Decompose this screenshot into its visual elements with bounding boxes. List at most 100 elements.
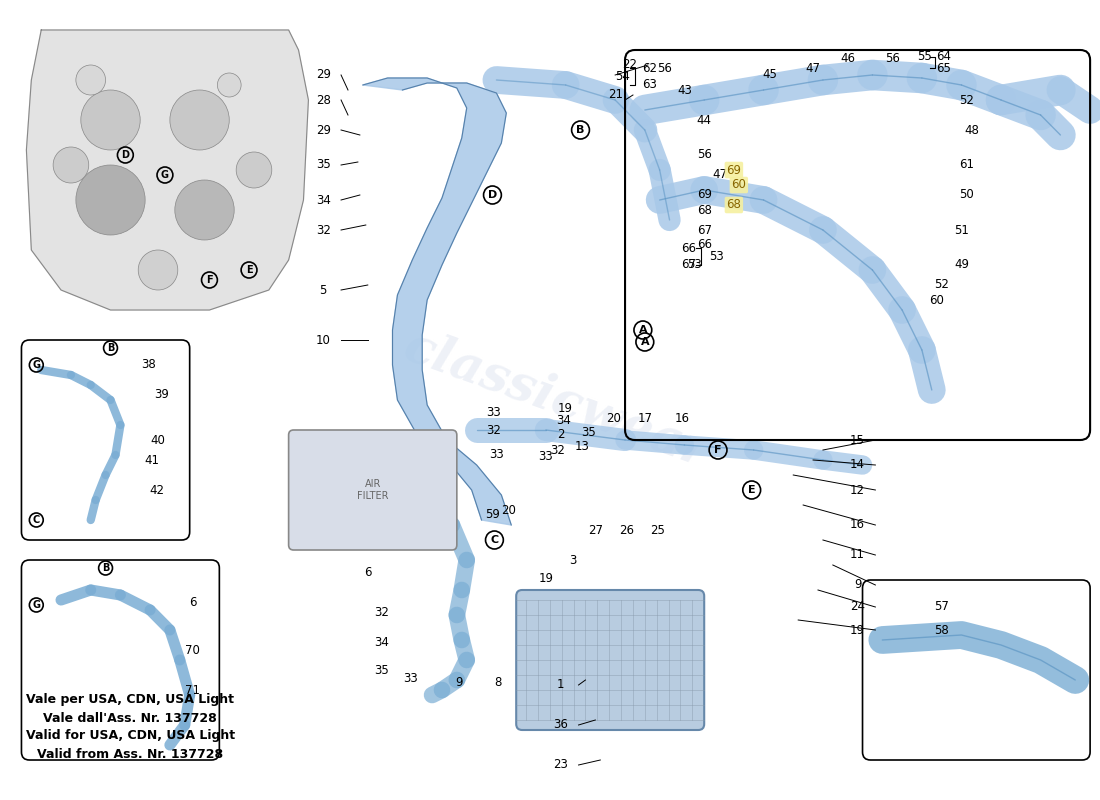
Text: 43: 43: [676, 83, 692, 97]
Text: 12: 12: [850, 483, 865, 497]
Text: Valid from Ass. Nr. 137728: Valid from Ass. Nr. 137728: [37, 747, 223, 761]
Text: AIR
FILTER: AIR FILTER: [358, 479, 388, 501]
Text: 1: 1: [557, 678, 564, 691]
FancyBboxPatch shape: [288, 430, 456, 550]
Text: 22: 22: [623, 58, 638, 71]
Text: 24: 24: [850, 601, 865, 614]
Text: 16: 16: [675, 411, 690, 425]
Text: 67: 67: [681, 258, 696, 271]
Text: 32: 32: [374, 606, 389, 618]
Text: 62: 62: [642, 62, 658, 74]
Text: 39: 39: [154, 389, 169, 402]
Text: B: B: [576, 125, 585, 135]
Text: G: G: [32, 360, 41, 370]
Text: 15: 15: [850, 434, 865, 446]
Polygon shape: [26, 30, 308, 310]
Text: 53: 53: [708, 250, 724, 262]
Text: 52: 52: [934, 278, 949, 291]
Text: 23: 23: [553, 758, 569, 771]
Circle shape: [218, 73, 241, 97]
Text: 32: 32: [316, 223, 331, 237]
Text: 21: 21: [607, 89, 623, 102]
Text: 19: 19: [558, 402, 572, 414]
Text: 2: 2: [557, 429, 564, 442]
Text: 19: 19: [538, 571, 553, 585]
Text: 36: 36: [553, 718, 569, 731]
FancyBboxPatch shape: [516, 590, 704, 730]
Text: classicwear: classicwear: [396, 322, 715, 478]
Text: A: A: [640, 337, 649, 347]
Text: 20: 20: [500, 503, 516, 517]
Text: 3: 3: [569, 554, 576, 566]
Text: 5: 5: [320, 283, 327, 297]
Text: 20: 20: [606, 411, 620, 425]
Circle shape: [76, 65, 106, 95]
Text: 28: 28: [316, 94, 331, 106]
Text: 41: 41: [144, 454, 159, 466]
Text: 61: 61: [959, 158, 974, 171]
Text: 33: 33: [539, 450, 553, 462]
Text: 14: 14: [850, 458, 865, 471]
Text: 49: 49: [954, 258, 969, 271]
Text: D: D: [487, 190, 497, 200]
Text: 47: 47: [805, 62, 821, 74]
Text: 19: 19: [850, 623, 865, 637]
Text: 51: 51: [954, 223, 969, 237]
Circle shape: [76, 165, 145, 235]
Text: F: F: [206, 275, 212, 285]
Text: G: G: [32, 600, 41, 610]
Text: 59: 59: [485, 509, 499, 522]
Text: 13: 13: [575, 441, 590, 454]
Text: 32: 32: [550, 443, 565, 457]
Text: B: B: [107, 343, 114, 353]
Text: 33: 33: [490, 449, 504, 462]
Text: 25: 25: [650, 523, 666, 537]
Text: 65: 65: [936, 62, 952, 74]
Text: 60: 60: [732, 178, 746, 191]
Text: 40: 40: [151, 434, 165, 446]
Text: 35: 35: [316, 158, 331, 171]
Text: C: C: [491, 535, 498, 545]
Text: 56: 56: [884, 51, 900, 65]
Circle shape: [80, 90, 140, 150]
Text: 33: 33: [486, 406, 500, 418]
Text: Vale dall'Ass. Nr. 137728: Vale dall'Ass. Nr. 137728: [43, 711, 217, 725]
Text: 42: 42: [150, 483, 165, 497]
Text: 54: 54: [615, 70, 629, 82]
Text: 60: 60: [930, 294, 944, 306]
Text: E: E: [245, 265, 252, 275]
Text: 64: 64: [936, 50, 952, 63]
Text: 33: 33: [403, 671, 418, 685]
Text: 69: 69: [696, 189, 712, 202]
Text: C: C: [33, 515, 40, 525]
Text: 46: 46: [840, 51, 855, 65]
Text: 69: 69: [726, 163, 741, 177]
Text: 9: 9: [455, 677, 463, 690]
Text: 35: 35: [581, 426, 596, 438]
Text: 67: 67: [696, 223, 712, 237]
Circle shape: [53, 147, 89, 183]
Text: 10: 10: [316, 334, 331, 346]
Text: 8: 8: [495, 677, 502, 690]
Text: 52: 52: [959, 94, 974, 106]
Text: 34: 34: [557, 414, 571, 426]
Text: 32: 32: [486, 423, 500, 437]
Text: 27: 27: [587, 523, 603, 537]
Text: 17: 17: [637, 411, 652, 425]
Text: 9: 9: [854, 578, 861, 591]
Text: D: D: [121, 150, 130, 160]
Circle shape: [139, 250, 178, 290]
Text: 11: 11: [850, 549, 865, 562]
Polygon shape: [363, 78, 512, 525]
Text: 71: 71: [185, 683, 200, 697]
Text: 48: 48: [964, 123, 979, 137]
Text: 29: 29: [316, 69, 331, 82]
Text: B: B: [102, 563, 109, 573]
Text: 29: 29: [316, 123, 331, 137]
Text: 34: 34: [316, 194, 331, 206]
Text: 47: 47: [713, 169, 727, 182]
Text: G: G: [161, 170, 169, 180]
Text: 6: 6: [189, 595, 197, 609]
Text: Vale per USA, CDN, USA Light: Vale per USA, CDN, USA Light: [26, 694, 234, 706]
Text: 56: 56: [696, 149, 712, 162]
